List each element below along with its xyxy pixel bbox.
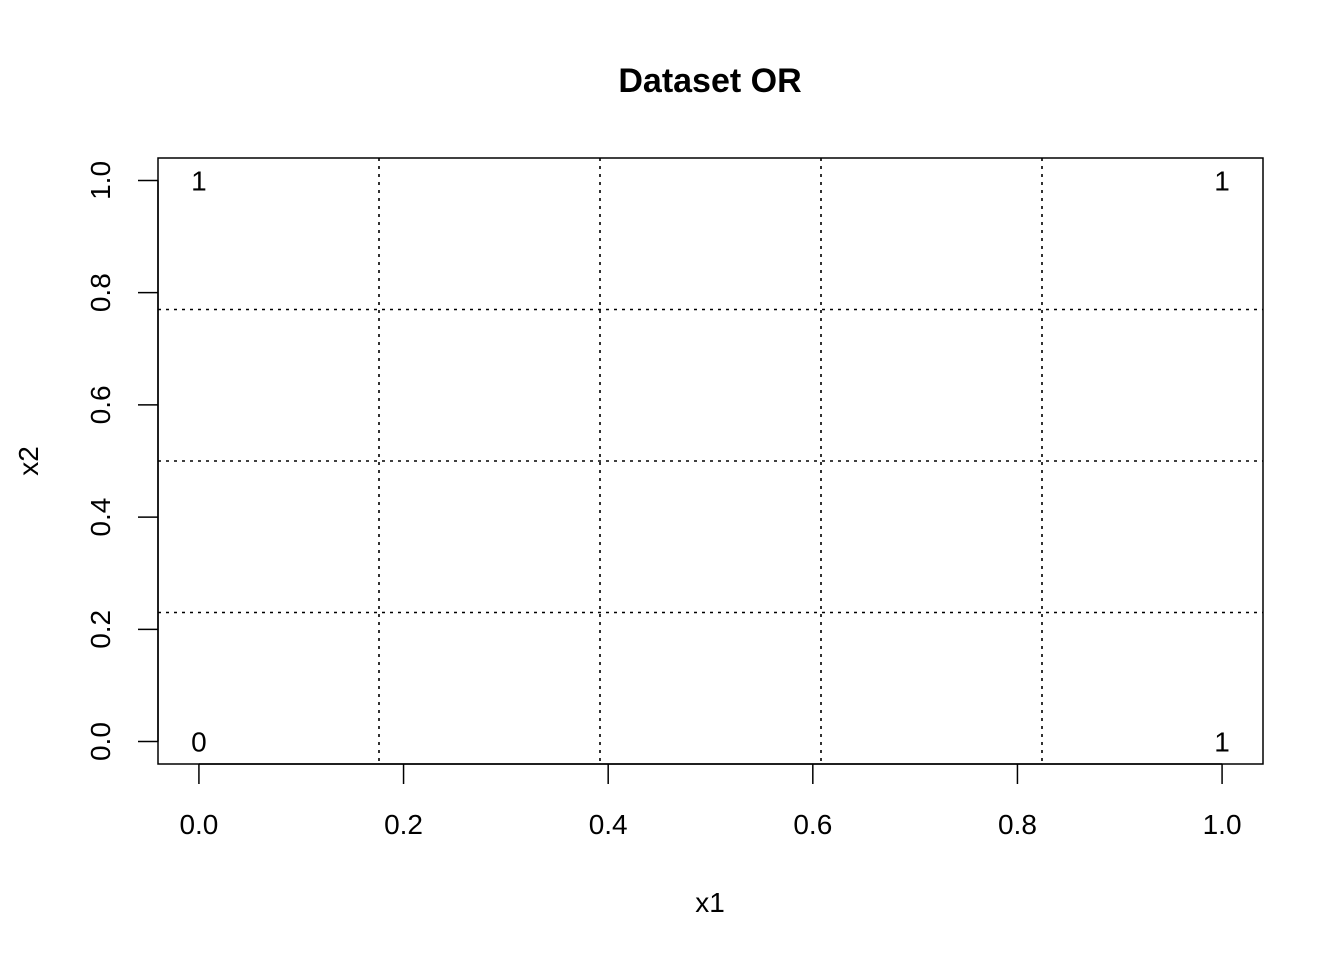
y-tick-label-4: 0.8 xyxy=(85,273,116,312)
y-tick-label-0: 0.0 xyxy=(85,722,116,761)
x-tick-label-0: 0.0 xyxy=(179,809,218,840)
plot-frame xyxy=(157,157,1264,765)
x-tick-label-4: 0.8 xyxy=(998,809,1037,840)
chart-title: Dataset OR xyxy=(618,62,801,100)
x-tick-label-2: 0.4 xyxy=(589,809,628,840)
point-label-1: 1 xyxy=(1214,165,1230,196)
y-axis-label: x2 xyxy=(13,446,44,476)
y-tick-label-3: 0.6 xyxy=(85,385,116,424)
y-tick-label-2: 0.4 xyxy=(85,498,116,537)
x-tick-label-5: 1.0 xyxy=(1203,809,1242,840)
point-label-3: 1 xyxy=(1214,727,1230,758)
y-tick-label-5: 1.0 xyxy=(85,161,116,200)
x-axis-label: x1 xyxy=(695,887,725,918)
point-labels: 1 1 0 1 xyxy=(191,165,1230,757)
y-tick-label-1: 0.2 xyxy=(85,610,116,649)
x-tick-label-3: 0.6 xyxy=(793,809,832,840)
x-tick-label-1: 0.2 xyxy=(384,809,423,840)
point-label-0: 1 xyxy=(191,165,207,196)
point-label-2: 0 xyxy=(191,727,207,758)
division-lines xyxy=(158,158,1263,764)
axes: 0.0 0.2 0.4 0.6 0.8 1.0 0.0 0.2 0.4 0.6 0.8 1.0 xyxy=(85,161,1242,840)
